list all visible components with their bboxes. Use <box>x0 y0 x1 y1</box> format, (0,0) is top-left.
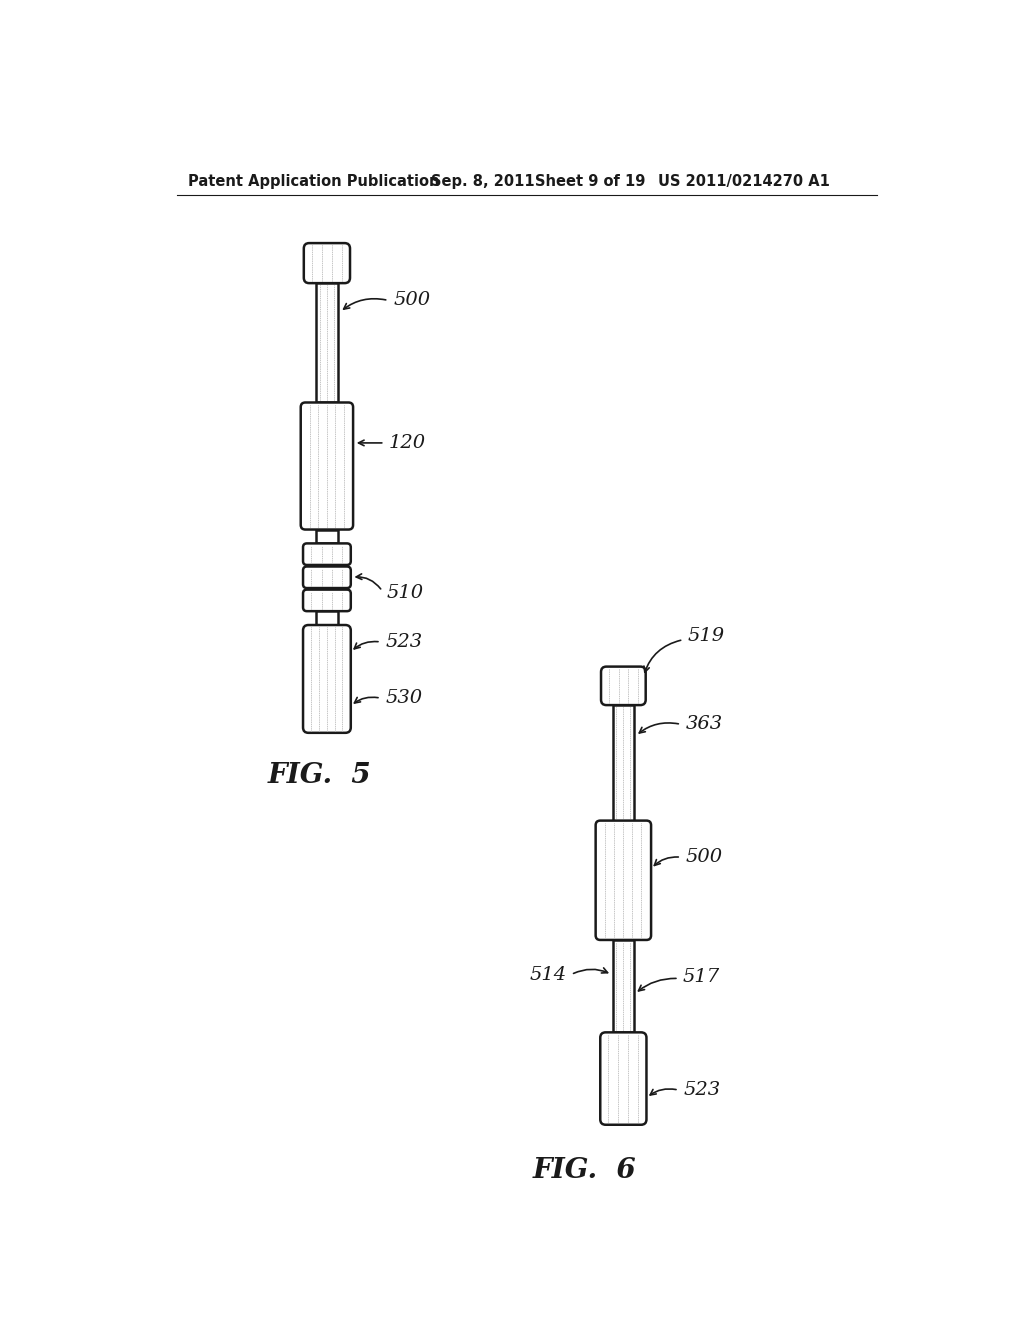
Bar <box>316 529 338 544</box>
Text: 530: 530 <box>385 689 423 708</box>
Text: Sheet 9 of 19: Sheet 9 of 19 <box>535 174 645 189</box>
Text: 500: 500 <box>686 849 723 866</box>
Text: 519: 519 <box>687 627 724 644</box>
Text: FIG.  5: FIG. 5 <box>267 762 371 788</box>
Text: 120: 120 <box>388 434 426 451</box>
FancyBboxPatch shape <box>303 626 351 733</box>
Bar <box>612 705 634 821</box>
Text: FIG.  6: FIG. 6 <box>534 1158 637 1184</box>
Text: Patent Application Publication: Patent Application Publication <box>188 174 440 189</box>
Text: 500: 500 <box>393 292 430 309</box>
Text: 363: 363 <box>686 715 723 734</box>
Bar <box>316 611 338 626</box>
Text: 523: 523 <box>385 634 423 651</box>
Text: 517: 517 <box>683 968 720 986</box>
Text: 514: 514 <box>529 966 566 983</box>
FancyBboxPatch shape <box>304 243 350 284</box>
FancyBboxPatch shape <box>601 667 646 705</box>
FancyBboxPatch shape <box>303 590 351 611</box>
Text: 523: 523 <box>683 1081 721 1100</box>
FancyBboxPatch shape <box>600 1032 646 1125</box>
FancyBboxPatch shape <box>301 403 353 529</box>
Text: Sep. 8, 2011: Sep. 8, 2011 <box>431 174 535 189</box>
Text: 510: 510 <box>387 583 424 602</box>
Bar <box>612 940 634 1032</box>
Text: US 2011/0214270 A1: US 2011/0214270 A1 <box>658 174 829 189</box>
Bar <box>316 284 338 403</box>
FancyBboxPatch shape <box>596 821 651 940</box>
FancyBboxPatch shape <box>303 544 351 565</box>
FancyBboxPatch shape <box>303 566 351 589</box>
